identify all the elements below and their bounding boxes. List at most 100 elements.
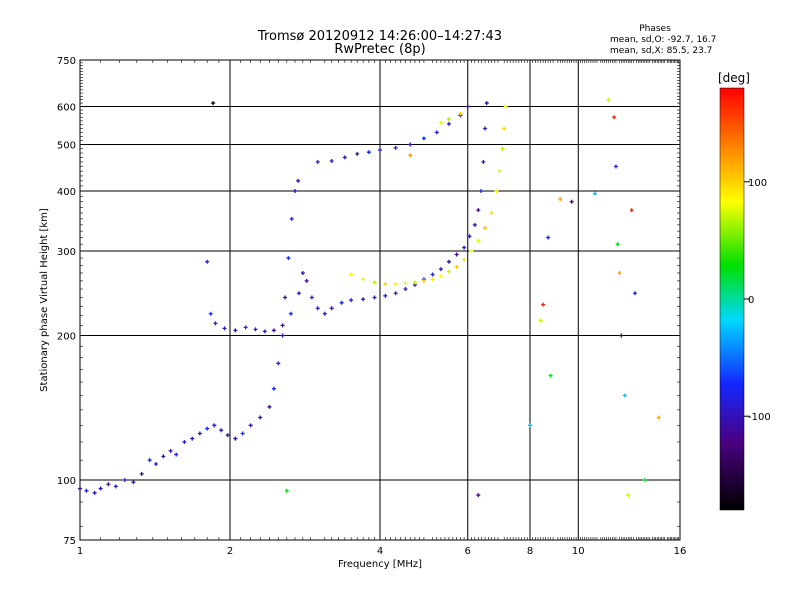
data-point xyxy=(619,333,624,338)
data-point xyxy=(393,145,398,150)
y-tick-label: 75 xyxy=(63,536,76,547)
data-point xyxy=(113,484,118,489)
data-point xyxy=(503,104,508,109)
data-point xyxy=(267,404,272,409)
data-point xyxy=(528,423,532,428)
data-point xyxy=(541,302,546,307)
data-point xyxy=(483,226,488,231)
data-point xyxy=(139,471,144,476)
data-point xyxy=(393,291,398,296)
data-point xyxy=(329,306,334,311)
data-point xyxy=(161,454,166,459)
colorbar-tick-label: -100 xyxy=(748,412,771,423)
data-point xyxy=(613,164,618,169)
data-point xyxy=(315,159,320,164)
data-point xyxy=(248,423,253,428)
data-point xyxy=(383,293,388,298)
data-point xyxy=(280,323,285,328)
data-point xyxy=(430,272,435,277)
data-point xyxy=(454,264,459,269)
data-point xyxy=(633,291,638,296)
data-point xyxy=(329,159,334,164)
x-tick-label: 10 xyxy=(572,546,585,557)
data-point xyxy=(106,482,111,487)
colorbar-tick-label: 100 xyxy=(748,178,767,189)
data-point xyxy=(412,280,417,285)
data-point xyxy=(243,325,248,330)
data-point xyxy=(430,277,435,282)
data-point xyxy=(462,245,467,250)
data-point xyxy=(446,269,451,274)
data-point xyxy=(476,208,481,213)
data-point xyxy=(494,189,499,194)
y-tick-label: 100 xyxy=(57,476,76,487)
axis-ticks: 1 2 4 6 8 10 16 75 100 200 300 400 500 600 750 xyxy=(57,56,686,557)
data-point xyxy=(208,311,213,316)
data-point xyxy=(446,121,451,126)
data-point xyxy=(408,142,413,147)
y-tick-label: 200 xyxy=(57,332,76,343)
data-point xyxy=(592,191,597,196)
data-point xyxy=(446,117,451,122)
x-tick-label: 8 xyxy=(527,546,533,557)
y-tick-label: 400 xyxy=(57,187,76,198)
x-tick-label: 6 xyxy=(465,546,471,557)
data-point xyxy=(92,490,97,495)
data-point xyxy=(489,211,494,216)
data-points xyxy=(78,97,661,498)
data-point xyxy=(233,328,238,333)
data-point xyxy=(446,259,451,264)
data-point xyxy=(253,327,258,332)
data-point xyxy=(476,238,481,243)
x-tick-label: 16 xyxy=(674,546,687,557)
stats-x-mode: mean, sd,X: 85.5, 23.7 xyxy=(610,46,712,56)
data-point xyxy=(465,104,470,109)
data-point xyxy=(372,280,377,285)
data-point xyxy=(276,361,281,366)
data-point xyxy=(292,189,297,194)
data-point xyxy=(182,440,187,445)
data-point xyxy=(258,415,263,420)
y-tick-label: 600 xyxy=(57,103,76,114)
data-point xyxy=(617,270,622,275)
grid-lines xyxy=(80,60,680,540)
x-tick-label: 2 xyxy=(227,546,233,557)
data-point xyxy=(626,493,631,498)
data-point xyxy=(122,478,127,483)
data-point xyxy=(476,493,481,498)
data-point xyxy=(304,278,309,283)
data-point xyxy=(538,318,543,323)
data-point xyxy=(472,222,477,227)
data-point xyxy=(240,431,245,436)
data-point xyxy=(454,252,459,257)
data-point xyxy=(484,101,489,106)
data-point xyxy=(205,426,210,431)
plot-frame xyxy=(79,59,681,541)
data-point xyxy=(548,373,553,378)
data-point xyxy=(233,436,238,441)
data-point xyxy=(656,415,661,420)
data-point xyxy=(339,300,344,305)
data-point xyxy=(147,458,152,463)
data-point xyxy=(222,326,227,331)
data-point xyxy=(479,189,484,194)
data-point xyxy=(393,282,398,287)
data-point xyxy=(467,234,472,239)
data-point xyxy=(219,428,224,433)
data-point xyxy=(606,97,611,102)
data-point xyxy=(289,216,294,221)
data-point xyxy=(421,136,426,141)
data-point xyxy=(497,169,502,174)
data-point xyxy=(131,480,136,485)
data-point xyxy=(458,111,463,116)
data-point xyxy=(271,386,276,391)
stats-o-mode: mean, sd,O: -92.7, 16.7 xyxy=(610,35,716,45)
data-point xyxy=(481,159,486,164)
data-point xyxy=(615,242,620,247)
data-point xyxy=(205,259,210,264)
data-point xyxy=(438,120,443,125)
y-tick-label: 500 xyxy=(57,141,76,152)
data-point xyxy=(434,130,439,135)
data-point xyxy=(212,423,217,428)
data-point xyxy=(438,274,443,279)
